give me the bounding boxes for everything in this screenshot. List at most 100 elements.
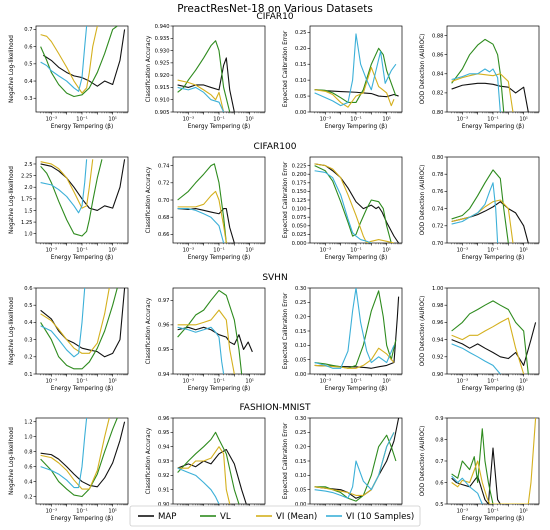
y-tick-label: 0.66 [158,232,170,238]
y-tick-label: 0.00 [295,110,307,116]
y-tick-label: 0.80 [432,155,444,161]
series-line-vi-10-samples [40,288,86,358]
legend-entry-vi-mean: VI (Mean) [256,512,317,522]
y-axis-label: Expected Calibration Error [283,161,289,238]
row-title-cifar100: CIFAR100 [254,142,297,152]
legend-label: VL [220,512,231,522]
y-tick-label: 0.97 [158,298,170,304]
x-tick-label: 10⁻³ [46,379,57,385]
x-tick-label: 10⁻³ [183,248,194,254]
y-tick-label: 0.3 [24,337,32,343]
series-line-vi-mean [314,347,395,369]
y-tick-label: 0.70 [432,241,444,247]
y-tick-label: 0.1 [24,372,32,378]
legend-entry-map: MAP [138,512,176,522]
y-tick-label: 0.150 [292,189,307,195]
x-tick-label: 10⁻³ [46,509,57,515]
y-tick-label: 0.20 [295,444,307,450]
y-tick-label: 0.8 [435,437,443,443]
y-tick-label: 0.68 [158,215,170,221]
x-tick-label: 10⁻¹ [213,117,224,123]
axes-frame [35,156,129,244]
x-tick-label: 10¹ [108,248,117,254]
y-tick-label: 0.935 [155,36,170,42]
x-axis-label: Energy Tempering (β) [462,516,525,522]
x-tick-label: 10¹ [382,117,391,123]
y-tick-label: 0.30 [295,416,307,422]
y-tick-label: 0.5 [24,303,32,309]
y-axis-label: OOD Detection (AUROC) [420,165,426,236]
y-tick-label: 0.90 [158,502,170,508]
series-line-vi-10-samples [40,418,88,489]
y-tick-label: 0.15 [295,459,307,465]
y-tick-label: 0.86 [432,52,444,58]
series-line-map [177,326,253,353]
y-tick-label: 0.74 [432,206,444,212]
y-tick-label: 0.3 [24,96,32,102]
series-line-vl [451,300,529,374]
legend-label: MAP [158,512,176,522]
series-line-vl [314,47,397,103]
x-axis-label: Energy Tempering (β) [325,255,388,261]
y-tick-label: 0.88 [432,33,444,39]
panel-svhn-1: 10⁻³ 10⁻¹ 10¹ 0.1 0.2 0.3 0.4 0.5 0.6 Energy Temp… [9,286,129,392]
x-axis-label: Energy Tempering (β) [51,124,114,130]
x-axis-label: Energy Tempering (β) [325,124,388,130]
axes-frame [309,287,403,375]
series-line-map [43,29,126,87]
y-tick-label: 0.95 [158,430,170,436]
y-tick-label: 2.0 [24,185,32,191]
x-tick-label: 10⁻¹ [76,509,87,515]
series-line-vi-mean [40,159,94,209]
y-tick-label: 1.5 [24,208,32,214]
x-axis-label: Energy Tempering (β) [325,386,388,392]
x-tick-label: 10¹ [519,509,528,515]
x-tick-label: 10¹ [382,379,391,385]
y-tick-label: 0.10 [295,78,307,84]
x-axis-label: Energy Tempering (β) [51,255,114,261]
y-tick-label: 0.00 [295,372,307,378]
y-tick-label: 0.9 [435,416,443,422]
y-axis-label: Negative Log-likelihood [9,166,15,234]
panel-cifar100-1: 10⁻³ 10⁻¹ 10¹ 1.0 1.25 1.5 1.75 2.0 2.25 2.5 Energ… [9,156,129,261]
series-line-vi-10-samples [451,475,483,504]
series-line-vl [177,289,243,374]
x-tick-label: 10¹ [519,379,528,385]
series-line-map [314,163,400,243]
legend-label: VI (Mean) [276,512,317,522]
series-line-vi-mean [40,288,110,354]
y-tick-label: 0.915 [155,85,170,91]
y-tick-label: 0.05 [295,487,307,493]
y-tick-label: 0.925 [155,61,170,67]
y-tick-label: 0.8 [24,449,32,455]
series-line-vl [314,165,392,243]
y-tick-label: 0.050 [292,224,307,230]
panel-cifar100-3: 10⁻³ 10⁻¹ 10¹ 0.000 0.025 0.050 0.075 0.100 0.12… [283,156,403,261]
y-tick-label: 0.94 [158,444,170,450]
x-tick-label: 10¹ [245,117,254,123]
y-tick-label: 0.82 [432,91,444,97]
series-line-map [40,159,126,212]
y-axis-label: Expected Calibration Error [283,422,289,499]
series-line-map [314,89,399,98]
row-title-cifar10: CIFAR10 [256,12,293,22]
y-axis-label: Expected Calibration Error [283,30,289,107]
y-tick-label: 0.940 [155,24,170,30]
x-axis-label: Energy Tempering (β) [462,386,525,392]
y-tick-label: 0.91 [158,487,170,493]
y-tick-label: 0.80 [432,110,444,116]
panel-svhn-3: 10⁻³ 10⁻¹ 10¹ 0.00 0.05 0.10 0.15 0.20 0.25 0.30 E… [283,286,403,392]
y-tick-label: 0.94 [158,372,170,378]
series-line-vi-mean [177,309,235,374]
y-tick-label: 0.25 [295,430,307,436]
series-line-map [451,322,537,366]
x-tick-label: 10⁻¹ [350,379,361,385]
series-line-vi-10-samples [314,33,397,107]
y-tick-label: 0.175 [292,181,307,187]
y-tick-label: 0.25 [295,300,307,306]
x-tick-label: 10⁻³ [183,379,194,385]
series-line-vi-mean [451,73,514,112]
y-tick-label: 0.74 [158,163,170,169]
series-line-map [451,82,529,112]
series-line-vl [40,418,118,498]
